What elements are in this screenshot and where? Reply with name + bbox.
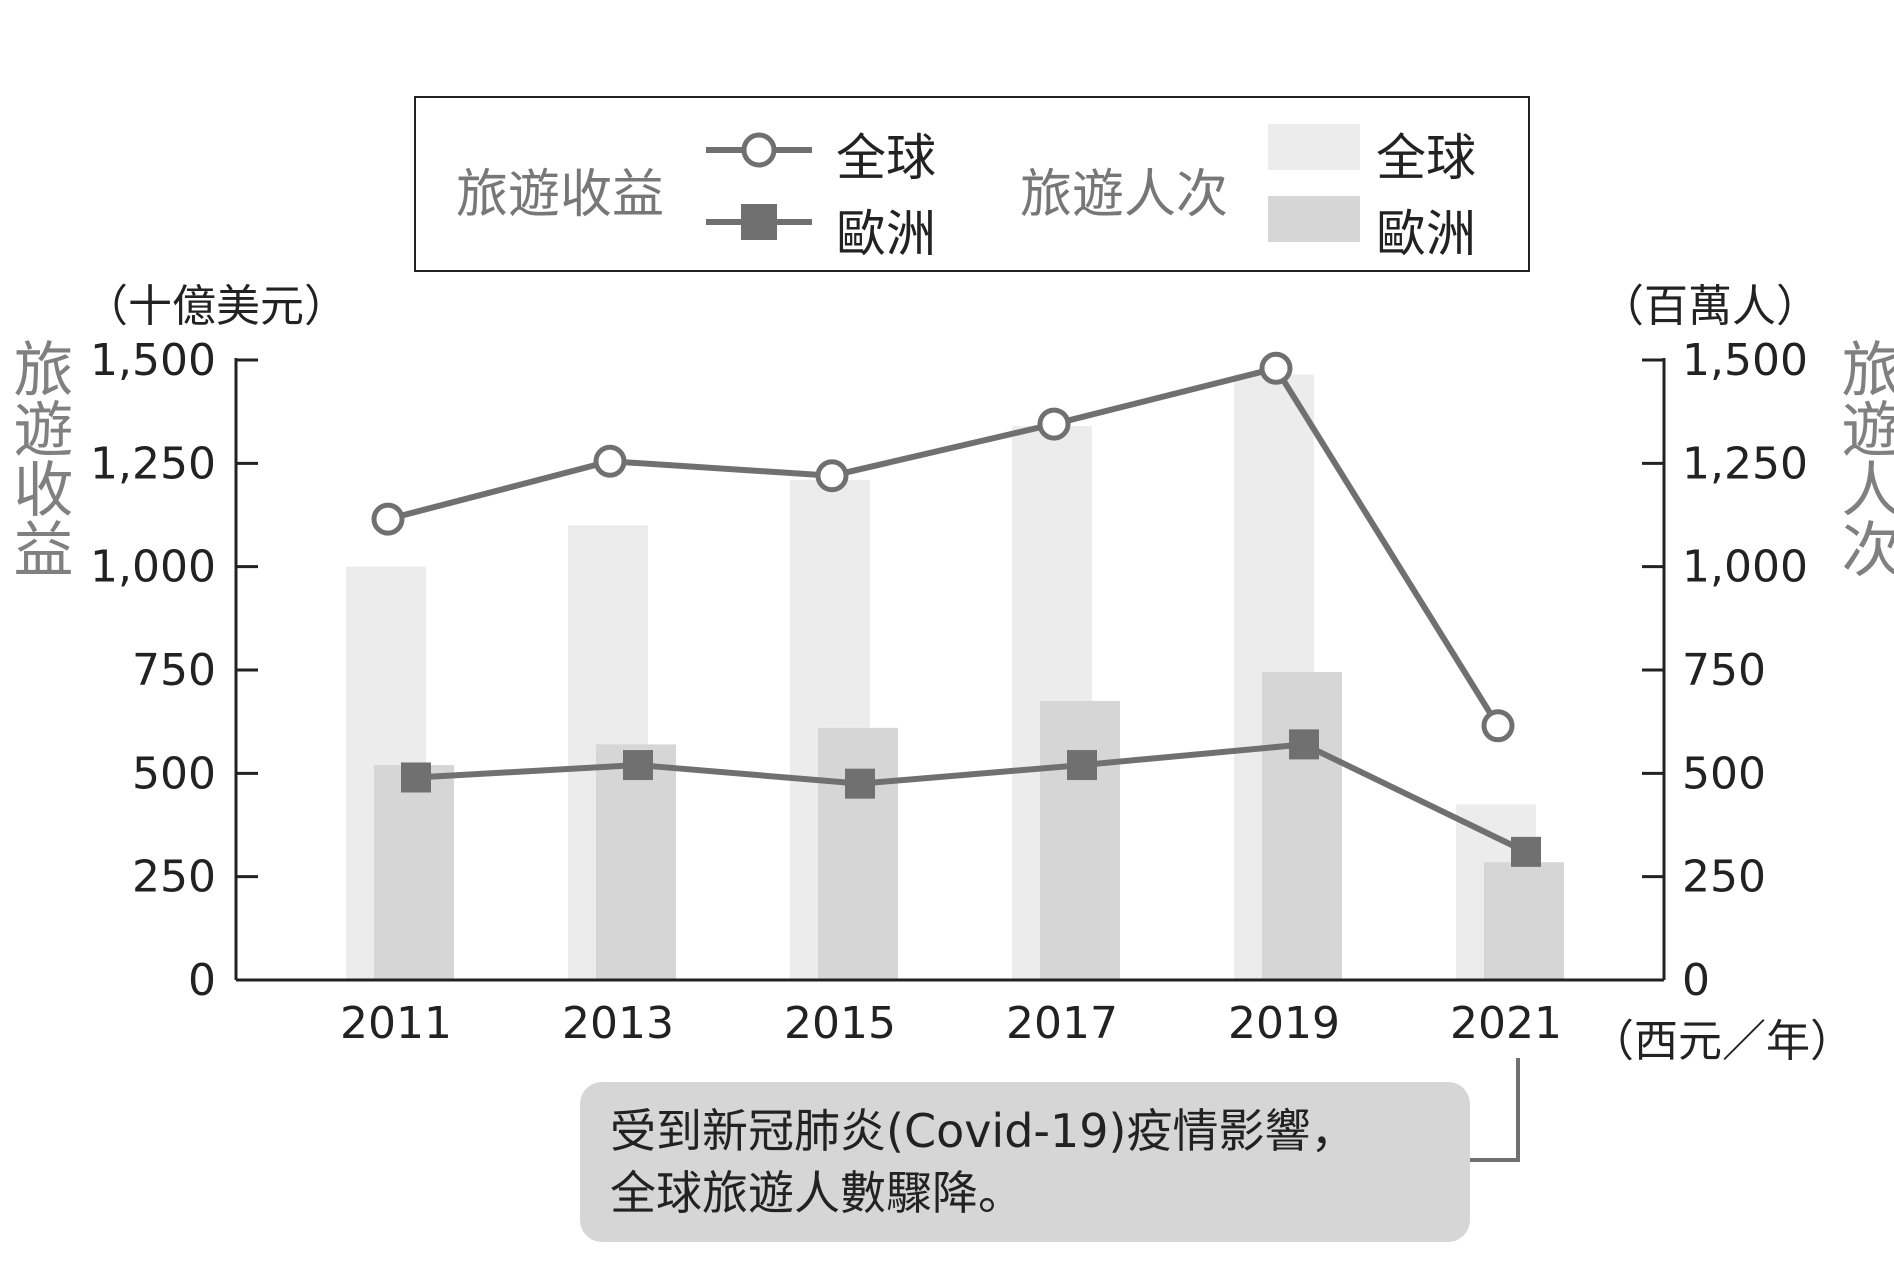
right-tick-label-1250: 1,250 bbox=[1682, 438, 1808, 489]
left-tick-label-500: 500 bbox=[132, 748, 216, 799]
legend-marker-global bbox=[741, 132, 777, 168]
left-tick-label-250: 250 bbox=[132, 852, 216, 903]
line-europe-point-2021 bbox=[1511, 836, 1541, 867]
annotation-line-2: 全球旅遊人數驟降。 bbox=[610, 1166, 1024, 1220]
line-global-point-2019 bbox=[1259, 351, 1293, 385]
right-axis-title: 旅遊人次 bbox=[1831, 338, 1894, 578]
legend-swatch-europe bbox=[1268, 196, 1360, 242]
legend-visitors-europe-label: 歐洲 bbox=[1376, 205, 1476, 263]
left-tick-label-1500: 1,500 bbox=[90, 335, 216, 386]
legend-visitors-title: 旅遊人次 bbox=[1020, 165, 1229, 225]
x-tick-label-2017: 2017 bbox=[1006, 998, 1118, 1049]
bars-global-visitors bbox=[346, 374, 1536, 981]
right-tick-label-0: 0 bbox=[1682, 955, 1710, 1006]
line-global-path bbox=[387, 365, 1501, 728]
bars-europe-visitors bbox=[374, 672, 1564, 980]
left-tick-label-1000: 1,000 bbox=[90, 542, 216, 593]
right-tick-label-750: 750 bbox=[1682, 645, 1766, 696]
left-axis-ticks: 0 250 500 750 1,000 1,250 1,500 bbox=[90, 335, 258, 1006]
x-axis-unit: （西元／年） bbox=[1590, 1016, 1854, 1067]
annotation-box: 受到新冠肺炎(Covid-19)疫情影響， 全球旅遊人數驟降。 bbox=[580, 1082, 1470, 1242]
legend-revenue-title: 旅遊收益 bbox=[456, 165, 665, 225]
x-axis-ticks: 2011 2013 2015 2017 2019 2021 bbox=[340, 998, 1562, 1049]
line-europe-point-2011 bbox=[401, 762, 431, 793]
line-europe-revenue bbox=[401, 729, 1541, 867]
legend-revenue-europe-label: 歐洲 bbox=[836, 205, 936, 263]
bar-europe-2011 bbox=[374, 765, 454, 980]
x-tick-label-2015: 2015 bbox=[784, 998, 896, 1049]
line-global-point-2021 bbox=[1481, 709, 1515, 743]
line-europe-point-2017 bbox=[1067, 750, 1097, 781]
line-global-point-2015 bbox=[815, 459, 849, 493]
line-global-point-2013 bbox=[593, 444, 627, 478]
x-tick-label-2013: 2013 bbox=[562, 998, 674, 1049]
line-europe-point-2013 bbox=[623, 750, 653, 781]
bar-europe-2015 bbox=[818, 727, 898, 980]
right-tick-label-250: 250 bbox=[1682, 852, 1766, 903]
x-tick-label-2011: 2011 bbox=[340, 998, 452, 1049]
legend-swatch-global bbox=[1268, 124, 1360, 170]
line-europe-point-2019 bbox=[1289, 729, 1319, 760]
right-tick-label-500: 500 bbox=[1682, 748, 1766, 799]
bar-europe-2021 bbox=[1484, 862, 1564, 980]
line-global-point-2011 bbox=[371, 502, 405, 536]
legend-marker-europe bbox=[741, 204, 777, 240]
left-tick-label-1250: 1,250 bbox=[90, 438, 216, 489]
bar-europe-2017 bbox=[1040, 701, 1120, 980]
line-europe-path bbox=[415, 741, 1528, 855]
legend-visitors-global-label: 全球 bbox=[1376, 129, 1476, 187]
right-axis-ticks: 0 250 500 750 1,000 1,250 1,500 bbox=[1642, 335, 1808, 1006]
x-tick-label-2019: 2019 bbox=[1228, 998, 1340, 1049]
right-tick-label-1000: 1,000 bbox=[1682, 542, 1808, 593]
legend bbox=[414, 96, 1530, 272]
left-axis-title: 旅遊收益 bbox=[3, 338, 73, 578]
line-global-revenue bbox=[371, 351, 1515, 743]
bar-europe-2019 bbox=[1262, 672, 1342, 980]
right-axis-unit: （百萬人） bbox=[1600, 281, 1820, 332]
legend-marks bbox=[706, 124, 1360, 242]
left-tick-label-750: 750 bbox=[132, 645, 216, 696]
left-tick-label-0: 0 bbox=[188, 955, 216, 1006]
left-axis-unit: （十億美元） bbox=[84, 281, 348, 332]
right-tick-label-1500: 1,500 bbox=[1682, 335, 1808, 386]
line-global-point-2017 bbox=[1037, 407, 1071, 441]
annotation-line-1: 受到新冠肺炎(Covid-19)疫情影響， bbox=[610, 1104, 1357, 1158]
legend-revenue-global-label: 全球 bbox=[836, 129, 936, 187]
x-tick-label-2021: 2021 bbox=[1450, 998, 1562, 1049]
line-europe-point-2015 bbox=[845, 768, 875, 799]
annotation-connector bbox=[1470, 1058, 1520, 1162]
bar-europe-2013 bbox=[596, 744, 676, 980]
callout-line bbox=[1470, 1058, 1520, 1162]
